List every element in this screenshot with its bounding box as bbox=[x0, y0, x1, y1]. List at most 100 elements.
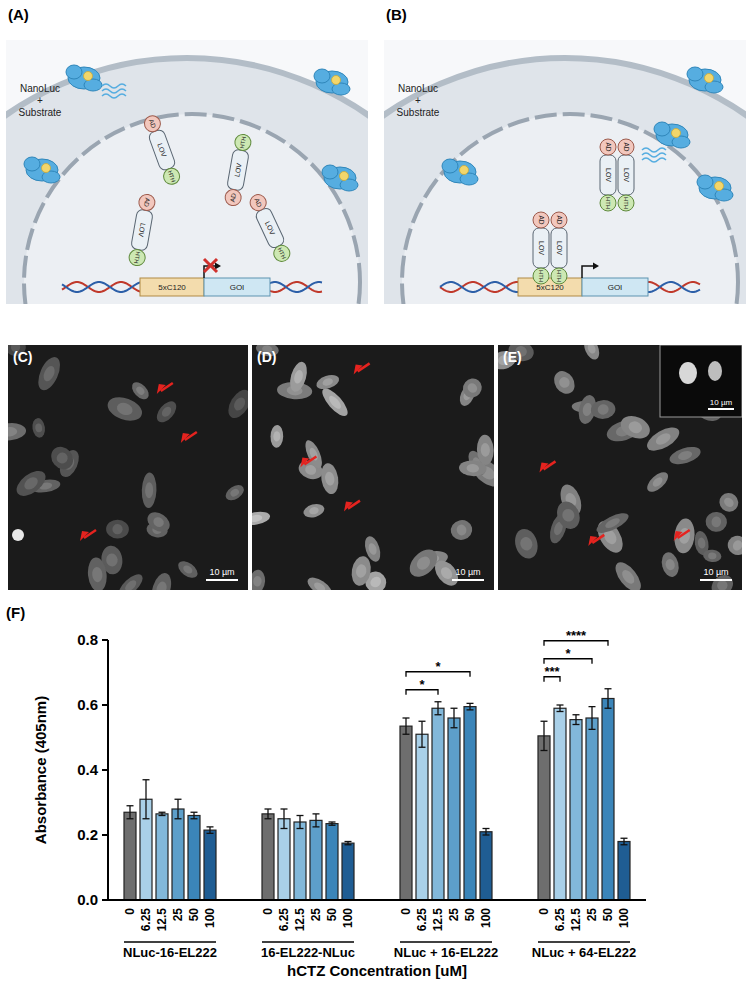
nanoluc bbox=[322, 165, 358, 191]
micrograph bbox=[8, 345, 248, 590]
nanoluc-lobe bbox=[672, 136, 690, 148]
cell bbox=[318, 385, 351, 420]
cell bbox=[349, 555, 373, 588]
cell-body bbox=[449, 518, 475, 542]
error-bar-cap bbox=[621, 838, 628, 839]
error-bar-stem bbox=[575, 715, 576, 725]
red-arrow-head bbox=[80, 531, 89, 541]
el222-monomer: LOVADHTH bbox=[142, 113, 182, 186]
error-bar bbox=[435, 702, 442, 715]
cell-body bbox=[319, 462, 340, 495]
nanoluc-lobe bbox=[84, 79, 102, 91]
cell-body bbox=[175, 558, 201, 581]
substrate bbox=[42, 164, 51, 173]
cell-nucleus bbox=[145, 482, 154, 498]
x-tick-label: 100 bbox=[617, 908, 631, 928]
cell bbox=[144, 508, 173, 535]
error-bar bbox=[541, 721, 548, 750]
gene-label: GOI bbox=[230, 283, 245, 292]
hth-domain bbox=[533, 268, 549, 284]
nanoluc-lobe bbox=[687, 67, 703, 81]
nucleus bbox=[24, 114, 360, 304]
lov-domain bbox=[131, 209, 154, 251]
cell bbox=[106, 519, 129, 538]
error-bar-cap bbox=[127, 805, 134, 806]
error-bar-cap bbox=[435, 714, 442, 715]
error-bar-cap bbox=[573, 714, 580, 715]
cell-nucleus bbox=[8, 426, 18, 437]
group-underline bbox=[538, 941, 630, 943]
nucleus bbox=[402, 114, 738, 304]
page: {"figure": { "panels": [ {"label": "(A)"… bbox=[0, 0, 750, 982]
inset-cell bbox=[708, 361, 722, 381]
nanoluc bbox=[654, 122, 690, 148]
micrograph-background bbox=[252, 345, 494, 590]
panel-label: (B) bbox=[386, 6, 407, 23]
bars bbox=[124, 689, 630, 900]
cell-nucleus bbox=[519, 535, 534, 552]
error-bar-cap bbox=[143, 779, 150, 780]
promoter-arrow bbox=[582, 266, 594, 278]
cell bbox=[104, 393, 145, 425]
error-bar-cap bbox=[345, 841, 352, 842]
error-bar bbox=[159, 812, 166, 815]
y-axis bbox=[107, 640, 109, 901]
y-tick-label: 0.0 bbox=[77, 891, 98, 908]
cell bbox=[644, 469, 672, 496]
scale-bar-label: 10 µm bbox=[710, 398, 733, 407]
cell-body bbox=[31, 417, 46, 438]
cell-body bbox=[8, 422, 27, 442]
cell-body bbox=[302, 438, 325, 470]
hth-domain bbox=[234, 133, 253, 152]
x-tick-label: 12.5 bbox=[431, 908, 445, 932]
error-bar-cap bbox=[281, 828, 288, 829]
error-bar-stem bbox=[453, 708, 454, 728]
lov-domain bbox=[227, 149, 250, 191]
x-tick-label: 25 bbox=[447, 908, 461, 922]
lov-label: LOV bbox=[137, 222, 146, 237]
error-bar-cap bbox=[621, 844, 628, 845]
el222-monomer: LOVADHTH bbox=[600, 139, 616, 211]
cell bbox=[581, 345, 602, 362]
cell bbox=[175, 558, 201, 581]
micrograph-background bbox=[8, 345, 248, 590]
ad-domain bbox=[551, 212, 567, 228]
error-bar-cap bbox=[541, 750, 548, 751]
bar bbox=[586, 718, 598, 900]
cell bbox=[8, 422, 27, 442]
hth-domain bbox=[600, 195, 616, 211]
error-bar bbox=[557, 705, 564, 712]
el222-monomer: LOVADHTH bbox=[128, 193, 156, 267]
error-bar-stem bbox=[315, 814, 316, 827]
cell-body bbox=[141, 472, 157, 508]
cell bbox=[252, 569, 266, 590]
error-bar-cap bbox=[345, 844, 352, 845]
group-label: NLuc + 64-EL222 bbox=[532, 945, 636, 960]
cell bbox=[153, 398, 180, 426]
cell-nucleus bbox=[252, 514, 263, 523]
cell-nucleus bbox=[586, 345, 597, 355]
ad-domain bbox=[224, 188, 243, 207]
nanoluc bbox=[697, 175, 733, 201]
cell-body bbox=[153, 398, 180, 426]
error-bar bbox=[403, 718, 410, 734]
cell-membrane bbox=[384, 58, 746, 304]
error-bar-cap bbox=[281, 808, 288, 809]
lov-domain bbox=[600, 155, 616, 195]
cell-body bbox=[590, 399, 616, 419]
y-tick-label: 0.6 bbox=[77, 696, 98, 713]
significance-label: * bbox=[435, 659, 441, 674]
x-tick-label: 50 bbox=[325, 908, 339, 922]
cell-nucleus bbox=[708, 552, 717, 560]
cell-body bbox=[223, 482, 247, 503]
nanoluc-lobe bbox=[442, 159, 458, 173]
nanoluc-lobe bbox=[332, 83, 350, 95]
error-bar-cap bbox=[329, 825, 336, 826]
bar bbox=[400, 726, 412, 900]
cell-nucleus bbox=[322, 377, 334, 387]
cell-nucleus bbox=[456, 524, 468, 537]
x-tick-label: 50 bbox=[463, 908, 477, 922]
error-bar-cap bbox=[159, 815, 166, 816]
cell-body bbox=[405, 544, 443, 582]
substrate-text: Substrate bbox=[19, 107, 62, 118]
